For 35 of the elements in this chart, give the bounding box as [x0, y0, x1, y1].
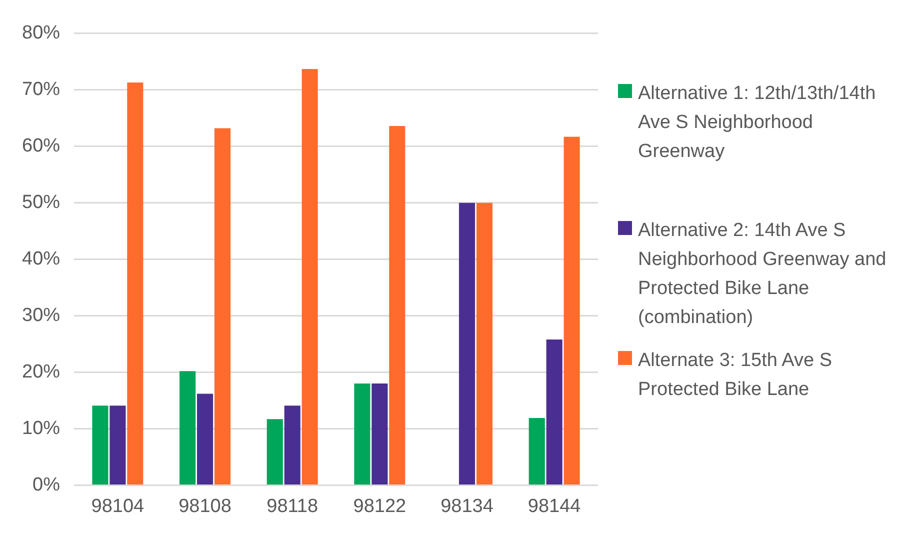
bar [110, 406, 126, 484]
bar [546, 339, 562, 484]
bar [528, 418, 545, 484]
y-tick-label: 20% [22, 361, 60, 382]
y-tick-label: 0% [32, 474, 60, 496]
bar [458, 202, 476, 484]
x-tick-label: 98144 [528, 496, 582, 517]
bar [564, 136, 580, 484]
bar [354, 384, 370, 484]
x-tick-label: 98122 [353, 496, 406, 517]
bar [266, 419, 283, 484]
x-tick-label: 98108 [178, 496, 232, 517]
bar [476, 202, 493, 484]
y-tick-label: 80% [22, 22, 60, 44]
legend-label: Alternate 3: 15th Ave S Protected Bike Lane [638, 348, 834, 402]
bar [92, 406, 108, 484]
legend-label: Alternative 1: 12th/13th/14th Ave S Neighborhood Greenway [638, 82, 877, 164]
bar [196, 394, 214, 484]
y-tick-label: 30% [22, 305, 60, 326]
y-tick-label: 70% [22, 79, 60, 100]
bar [389, 126, 406, 484]
bar [214, 128, 231, 484]
y-tick-label: 60% [22, 136, 60, 157]
y-tick-label: 10% [22, 418, 60, 439]
bar [302, 68, 318, 484]
x-tick-label: 98104 [91, 496, 145, 517]
x-tick-label: 98118 [266, 496, 318, 517]
bar [372, 384, 388, 484]
legend-label: Alternative 2: 14th Ave S Neighborhood Greenway and Protected Bike Lane (combination) [638, 218, 888, 330]
bar [127, 82, 144, 484]
bar [284, 406, 300, 484]
y-tick-label: 50% [22, 192, 60, 214]
bar [180, 371, 196, 484]
y-tick-label: 40% [22, 248, 60, 270]
x-tick-label: 98134 [440, 496, 494, 517]
